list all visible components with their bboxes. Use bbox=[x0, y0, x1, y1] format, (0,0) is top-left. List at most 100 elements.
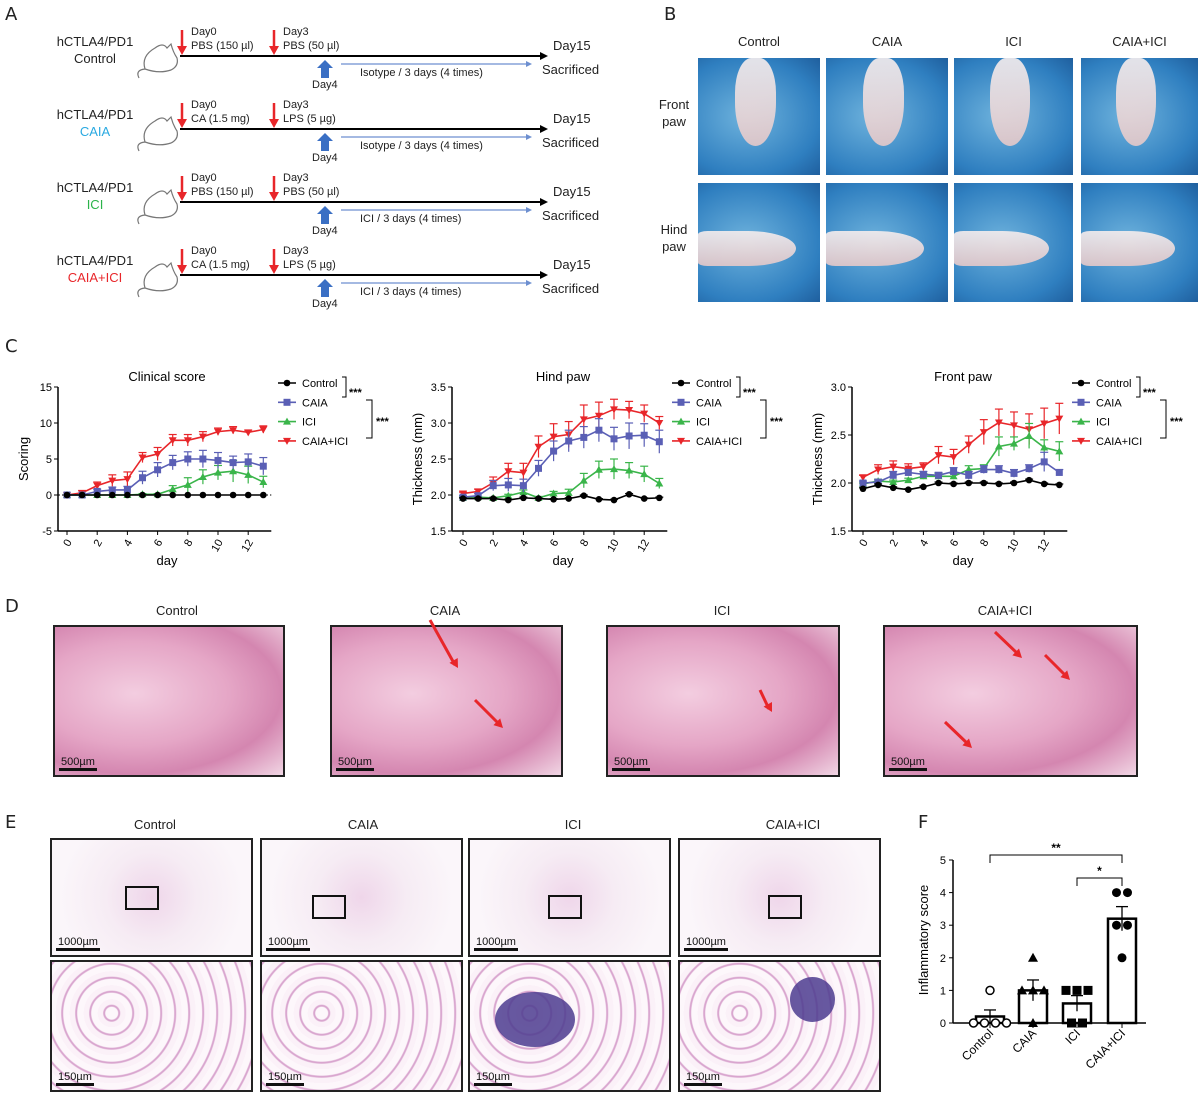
data-point bbox=[1112, 888, 1121, 898]
column-label: Control bbox=[156, 603, 198, 618]
mouse-icon bbox=[137, 115, 178, 152]
significance-bracket bbox=[1136, 376, 1141, 398]
x-tick-label: 8 bbox=[182, 538, 195, 549]
y-tick-label: 2.5 bbox=[831, 430, 846, 442]
y-tick-label: 3.0 bbox=[831, 382, 846, 394]
legend-label: CAIA+ICI bbox=[1096, 436, 1142, 448]
end-day-label: Day15 bbox=[553, 184, 591, 199]
front-paw-photo bbox=[826, 58, 948, 175]
data-point bbox=[283, 379, 291, 387]
scale-bar: 150µm bbox=[684, 1071, 722, 1086]
data-point bbox=[93, 487, 101, 495]
line-chart-1: Hind paw 1.5 2.0 2.5 3.0 3.5 0 2 4 6 8 10 12 day Thick… bbox=[410, 369, 784, 568]
y-tick-label: 3.0 bbox=[431, 418, 446, 430]
injection-arrowhead bbox=[269, 46, 279, 55]
x-tick-label: Control bbox=[959, 1026, 996, 1063]
series-CAIA+ICI bbox=[459, 398, 664, 498]
legend-label: CAIA+ICI bbox=[696, 436, 742, 448]
data-point bbox=[1025, 431, 1034, 439]
data-point bbox=[919, 463, 928, 471]
data-point bbox=[965, 471, 973, 479]
timeline bbox=[177, 103, 548, 151]
strain-label: hCTLA4/PD1 bbox=[56, 34, 134, 49]
data-point bbox=[108, 477, 117, 485]
day0-label: Day0 bbox=[191, 26, 217, 38]
data-point bbox=[565, 437, 573, 445]
data-point bbox=[859, 474, 867, 482]
column-label: Control bbox=[134, 817, 176, 832]
data-point bbox=[579, 476, 588, 484]
y-tick-label: 2 bbox=[940, 953, 946, 965]
mouse-icon bbox=[137, 261, 178, 298]
data-point bbox=[1123, 920, 1132, 930]
data-point bbox=[564, 488, 573, 496]
data-point bbox=[1010, 439, 1018, 447]
data-point bbox=[968, 1018, 979, 1028]
data-point bbox=[183, 480, 192, 488]
treatment-label: ICI / 3 days (4 times) bbox=[360, 286, 462, 298]
significance-bracket bbox=[1160, 399, 1167, 439]
data-point bbox=[138, 454, 147, 462]
x-tick-label: 6 bbox=[948, 538, 961, 549]
data-point bbox=[1077, 437, 1085, 445]
chart-title: Clinical score bbox=[128, 369, 205, 384]
series-Control bbox=[459, 490, 664, 504]
significance-label: *** bbox=[1143, 387, 1157, 399]
immune-cell-infiltrate bbox=[495, 992, 575, 1047]
data-point bbox=[244, 429, 253, 437]
x-tick-label: 2 bbox=[888, 538, 901, 549]
x-tick-label: 10 bbox=[1005, 538, 1022, 555]
data-point bbox=[168, 437, 177, 445]
x-tick-label: 0 bbox=[457, 538, 470, 549]
hind-paw-photo bbox=[954, 183, 1073, 302]
data-point bbox=[985, 985, 995, 996]
row-label: Hind bbox=[660, 222, 688, 237]
data-point bbox=[1117, 953, 1127, 963]
data-point bbox=[655, 420, 664, 427]
scale-bar: 150µm bbox=[56, 1071, 94, 1086]
data-point bbox=[594, 412, 603, 420]
injection-arrowhead bbox=[269, 119, 279, 128]
treatment-label: ICI / 3 days (4 times) bbox=[360, 213, 462, 225]
day4-label: Day4 bbox=[312, 225, 338, 237]
data-point bbox=[610, 465, 618, 473]
data-point bbox=[640, 470, 649, 478]
data-point bbox=[610, 496, 618, 504]
data-point bbox=[78, 491, 86, 499]
treatment-label: Isotype / 3 days (4 times) bbox=[360, 67, 483, 79]
end-day-label: Day15 bbox=[553, 38, 591, 53]
data-point bbox=[489, 482, 497, 490]
treatment-arrowhead bbox=[526, 280, 532, 286]
y-axis-label: Thickness (mm) bbox=[410, 413, 425, 505]
line-chart-0: Clinical score -5 0 5 10 15 0 2 4 6 8 10 12 day Scorin… bbox=[16, 369, 390, 568]
data-point bbox=[283, 417, 291, 425]
data-point bbox=[565, 495, 572, 502]
zoom-region-box bbox=[312, 895, 346, 919]
x-tick-label: 6 bbox=[152, 538, 165, 549]
data-point bbox=[934, 452, 943, 460]
day0-dose: CA (1.5 mg) bbox=[191, 259, 250, 271]
data-point bbox=[965, 479, 972, 487]
data-point bbox=[677, 437, 685, 445]
data-point bbox=[610, 406, 618, 414]
day0-dose: PBS (150 µl) bbox=[191, 186, 254, 198]
row-label: Front bbox=[658, 97, 690, 112]
data-point bbox=[283, 398, 291, 406]
day0-dose: PBS (150 µl) bbox=[191, 40, 254, 52]
hind-paw-photo bbox=[698, 183, 820, 302]
x-tick-label: 10 bbox=[605, 538, 622, 555]
immune-cell-infiltrate bbox=[790, 977, 835, 1022]
hind-paw-photo bbox=[826, 183, 948, 302]
treatment-arrowhead bbox=[526, 207, 532, 213]
treatment-start-arrow bbox=[317, 133, 333, 151]
data-point bbox=[1055, 415, 1064, 423]
data-point bbox=[550, 496, 557, 503]
y-tick-label: 2.0 bbox=[831, 478, 846, 490]
data-point bbox=[153, 450, 162, 458]
scale-bar: 1000µm bbox=[684, 936, 728, 951]
data-point bbox=[259, 462, 267, 470]
panel-label-b: B bbox=[664, 4, 677, 25]
data-point bbox=[874, 481, 882, 489]
data-point bbox=[994, 419, 1003, 427]
y-tick-label: 5 bbox=[940, 855, 946, 867]
